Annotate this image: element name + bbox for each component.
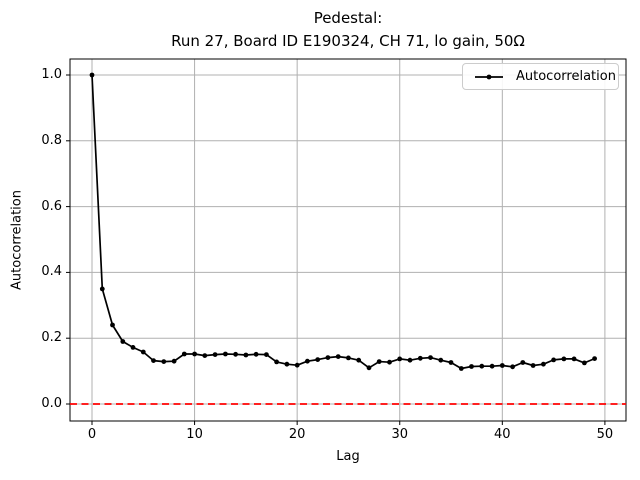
data-point-marker [151,358,156,363]
data-point-marker [305,358,310,364]
data-point-marker [120,339,126,344]
y-tick-label: 1.0 [41,67,62,82]
data-point-marker [233,351,239,357]
x-tick-label: 50 [596,427,614,442]
data-point-marker [438,357,444,363]
data-point-marker [541,361,546,367]
x-tick-label: 30 [391,427,408,442]
chart-title-line2: Run 27, Board ID E190324, CH 71, lo gain… [171,32,525,50]
data-point-marker [181,351,187,357]
data-point-marker [325,355,331,360]
y-axis-label: Autocorrelation [9,190,25,290]
data-point-marker [469,364,474,369]
data-point-marker [253,351,259,357]
data-point-marker [551,357,556,363]
x-tick-label: 10 [186,427,203,442]
data-point-marker [458,366,464,371]
data-point-marker [110,322,115,328]
legend-line-sample-icon [475,74,503,79]
data-point-marker [335,354,341,359]
data-point-marker [397,356,403,362]
data-point-marker [223,351,228,357]
x-tick-label: 40 [494,427,511,442]
data-point-marker [89,72,95,78]
legend-box: Autocorrelation [462,63,619,90]
axes-spines [69,58,627,422]
data-point-marker [202,353,208,358]
data-point-marker [366,365,372,371]
data-point-marker [192,351,198,357]
data-point-marker [561,356,567,362]
data-point-marker [417,355,423,361]
data-point-marker [140,349,146,355]
y-tick-label: 0.8 [41,132,62,148]
x-axis-label: Lag [336,449,360,464]
data-point-marker [520,360,526,365]
data-point-marker [376,359,382,364]
data-point-marker [161,359,167,364]
data-point-marker [346,355,351,361]
data-point-marker [479,363,485,369]
data-point-marker [356,357,362,363]
data-point-marker [130,345,136,350]
data-point-marker [499,363,505,368]
y-tick-label: 0.2 [41,330,62,346]
data-point-marker [510,364,515,370]
data-point-marker [171,358,177,364]
data-point-marker [212,352,218,357]
data-point-marker [571,356,577,362]
autocorrelation-line [91,74,595,370]
data-point-marker [530,363,536,368]
data-point-marker [294,362,300,368]
data-point-marker [448,360,454,365]
data-point-marker [592,356,597,361]
x-tick-label: 0 [87,427,97,442]
x-tick-label: 20 [288,427,306,442]
data-point-marker [284,361,290,367]
chart-title: Pedestal: Run 27, Board ID E190324, CH 7… [70,7,626,53]
data-point-marker [407,357,413,363]
y-tick-label: 0.4 [41,264,62,280]
y-tick-label: 0.6 [41,198,62,214]
data-point-marker [489,363,495,369]
data-point-marker [387,359,392,365]
data-point-marker [428,355,433,360]
y-tick-label: 0.0 [41,396,62,411]
data-point-marker [274,359,279,365]
data-point-marker [243,352,249,358]
chart-title-line1: Pedestal: [313,9,383,27]
data-point-marker [582,360,587,366]
data-point-marker [99,286,105,292]
legend-label: Autocorrelation [516,69,616,84]
data-point-marker [264,352,269,357]
data-point-marker [315,357,321,362]
